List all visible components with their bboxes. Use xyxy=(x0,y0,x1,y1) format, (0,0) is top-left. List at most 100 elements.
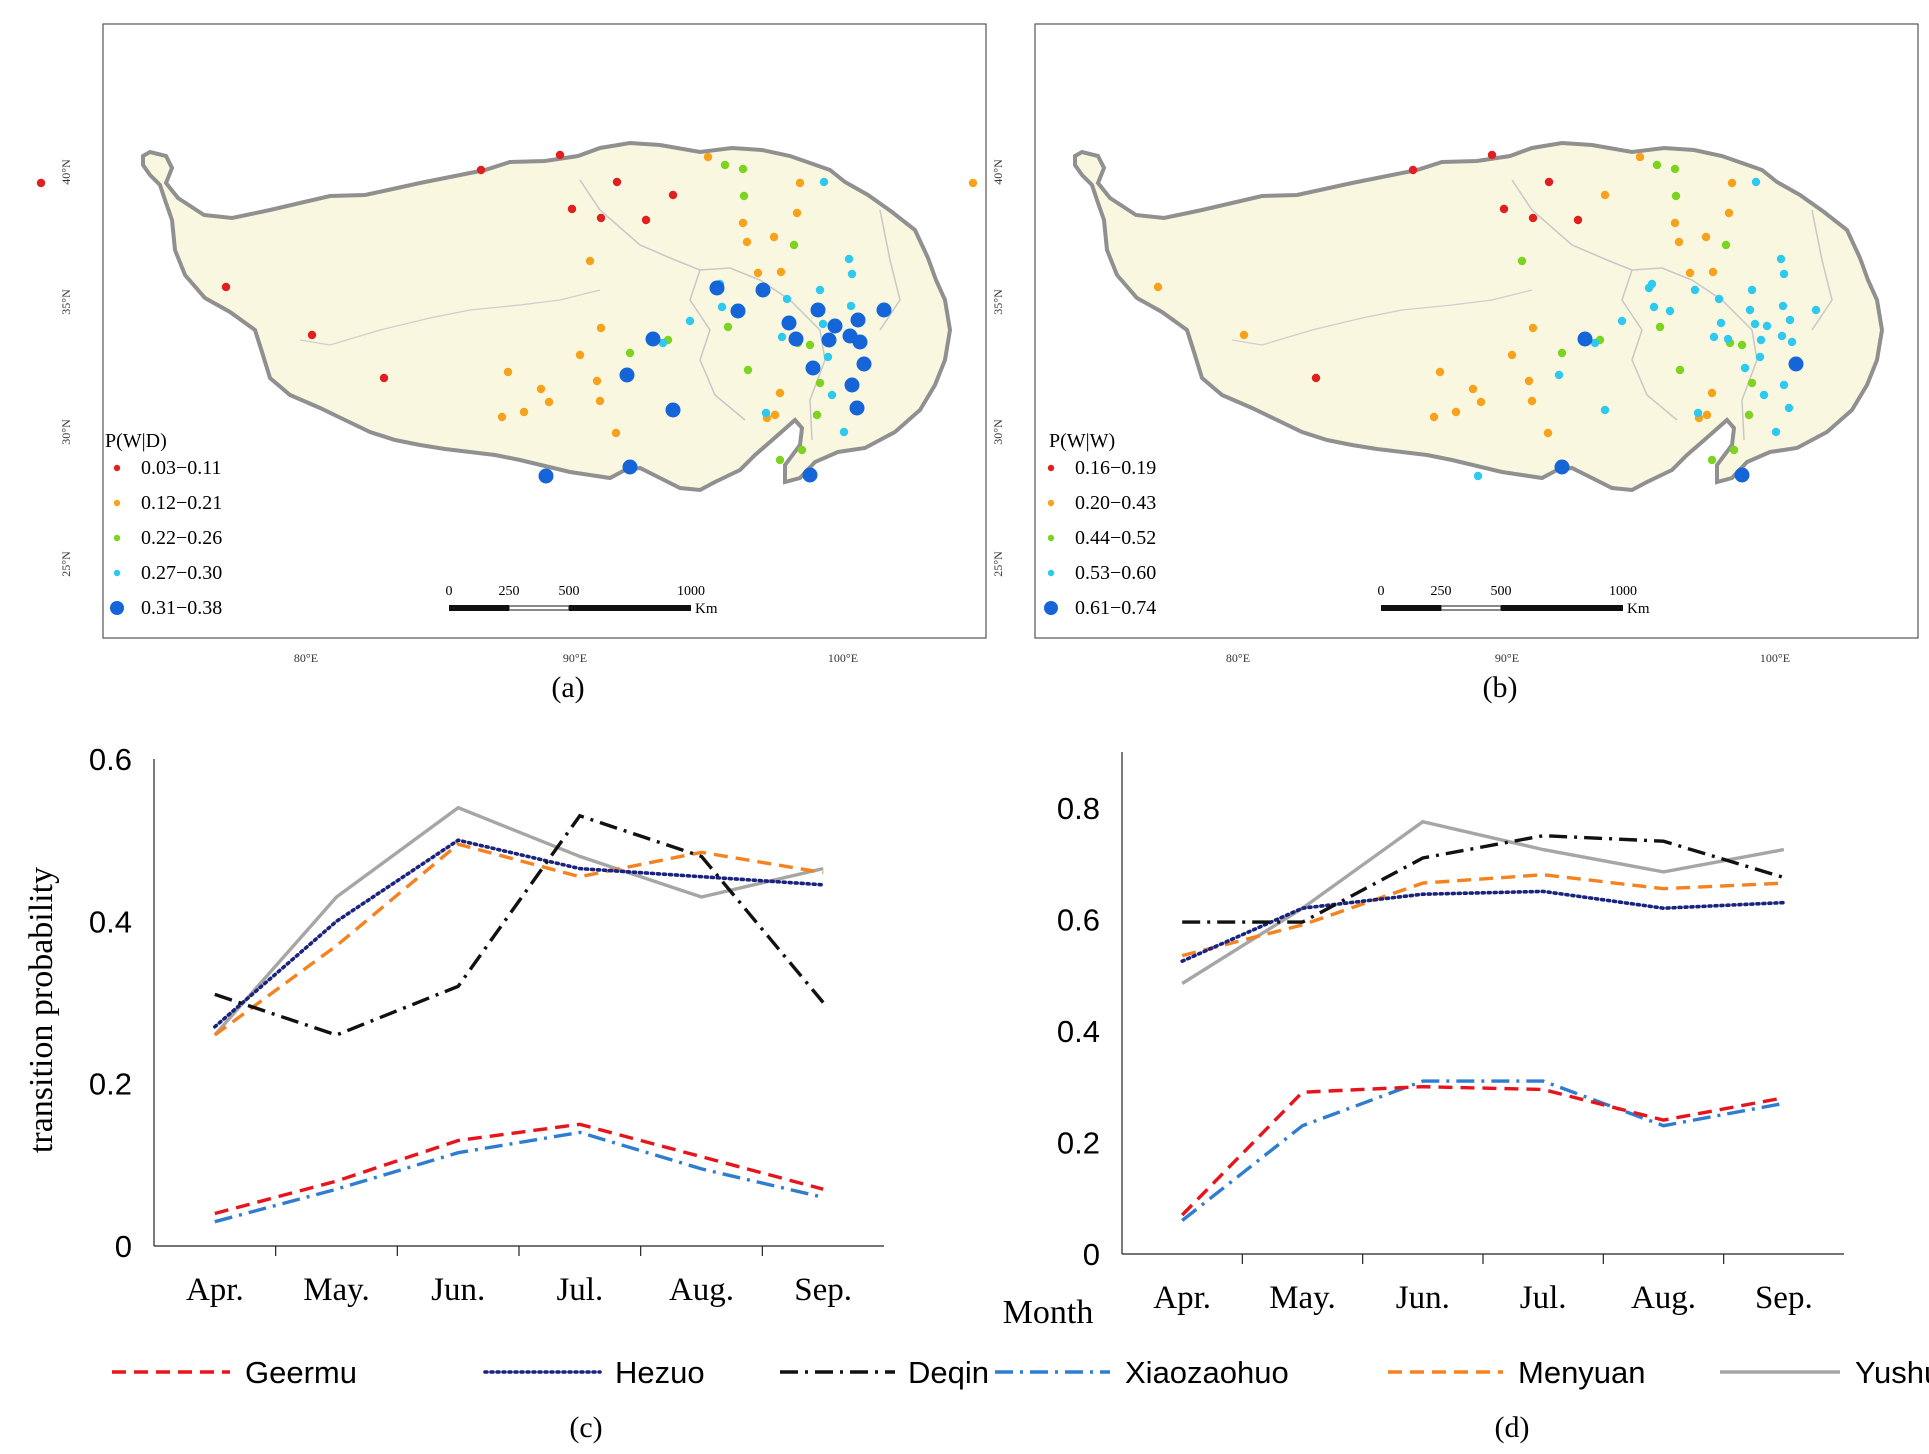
lat-label: 25°N xyxy=(991,551,1005,577)
station-dot xyxy=(1468,384,1478,394)
station-dot xyxy=(805,340,815,350)
station-dot xyxy=(1737,340,1747,350)
station-dot xyxy=(538,468,554,484)
legend-label: 0.20−0.43 xyxy=(1075,492,1156,514)
lat-label: 30°N xyxy=(991,419,1005,445)
legend-label: 0.61−0.74 xyxy=(1075,597,1156,619)
legend-label: Menyuan xyxy=(1518,1355,1646,1390)
legend-label: Hezuo xyxy=(615,1355,705,1390)
station-points xyxy=(968,150,1821,483)
station-dot xyxy=(658,338,668,348)
station-dot xyxy=(850,312,866,328)
station-dot xyxy=(1670,218,1680,228)
station-dot xyxy=(1527,396,1537,406)
station-dot xyxy=(723,322,733,332)
station-dot xyxy=(1714,294,1724,304)
station-dot xyxy=(1507,350,1517,360)
series-line-deqin xyxy=(214,813,825,1037)
station-dot xyxy=(1707,455,1717,465)
station-dot xyxy=(1655,322,1665,332)
station-dot xyxy=(497,412,507,422)
station-dot xyxy=(1573,215,1583,225)
station-dot xyxy=(852,334,868,350)
station-dot xyxy=(1787,337,1797,347)
legend-label: 0.22−0.26 xyxy=(141,527,222,549)
x-tick-label: Sep. xyxy=(794,1272,852,1308)
legend-swatch xyxy=(113,569,121,577)
y-tick-label: 0.4 xyxy=(89,904,132,939)
station-dot xyxy=(844,254,854,264)
legend-label: 0.44−0.52 xyxy=(1075,527,1156,549)
lat-label: 25°N xyxy=(59,551,73,577)
station-dot xyxy=(1776,254,1786,264)
station-dot xyxy=(1747,378,1757,388)
lon-label: 90°E xyxy=(563,651,587,665)
scale-tick: 500 xyxy=(559,584,580,599)
lat-label: 40°N xyxy=(59,159,73,185)
station-dot xyxy=(1707,388,1717,398)
station-dot xyxy=(519,407,529,417)
series-line-deqin xyxy=(1182,833,1785,924)
station-dot xyxy=(596,213,606,223)
station-dot xyxy=(544,397,554,407)
y-tick-label: 0.6 xyxy=(1057,902,1100,937)
station-dot xyxy=(742,237,752,247)
station-dot xyxy=(1785,315,1795,325)
station-dot xyxy=(1675,365,1685,375)
station-dot xyxy=(821,332,837,348)
map-legend: P(W|D) 0.03−0.11 0.12−0.21 0.22−0.26 0.27−0… xyxy=(105,430,222,619)
series-line-geermu xyxy=(1180,1084,1785,1217)
station-dot xyxy=(1771,427,1781,437)
series-line-xiaozaohuo xyxy=(1181,1079,1785,1222)
station-dot xyxy=(846,301,856,311)
station-dot xyxy=(1811,305,1821,315)
scale-unit: Km xyxy=(1627,601,1650,617)
station-dot xyxy=(641,215,651,225)
scale-tick: 250 xyxy=(1431,584,1452,599)
station-dot xyxy=(645,331,661,347)
caption-b: (b) xyxy=(1483,671,1518,704)
station-dot xyxy=(1473,471,1483,481)
station-dot xyxy=(770,410,780,420)
legend-label: Geermu xyxy=(245,1355,357,1390)
x-tick-label: Jul. xyxy=(1520,1280,1567,1316)
scale-tick: 0 xyxy=(446,584,453,599)
station-dot xyxy=(709,280,725,296)
station-dot xyxy=(788,331,804,347)
scale-bar: 0 250 500 1000 Km xyxy=(1378,584,1650,617)
lon-label: 80°E xyxy=(294,651,318,665)
station-dot xyxy=(1543,428,1553,438)
y-tick-label: 0.2 xyxy=(89,1067,132,1102)
station-dot xyxy=(612,177,622,187)
station-dot xyxy=(567,204,577,214)
station-dot xyxy=(805,360,821,376)
legend-swatch xyxy=(113,534,121,542)
station-dot xyxy=(827,318,843,334)
station-dot xyxy=(1652,160,1662,170)
station-dot xyxy=(1740,363,1750,373)
station-dot xyxy=(585,256,595,266)
caption-d: (d) xyxy=(1495,1411,1530,1444)
legend-label: 0.16−0.19 xyxy=(1075,457,1156,479)
y-tick-label: 0.6 xyxy=(89,742,132,777)
station-dot xyxy=(777,332,787,342)
station-dot xyxy=(743,365,753,375)
station-dot xyxy=(1429,412,1439,422)
station-dot xyxy=(1617,316,1627,326)
station-dot xyxy=(717,302,727,312)
series-line-xiaozaohuo xyxy=(214,1130,824,1224)
legend-title: P(W|D) xyxy=(105,430,167,452)
legend-label: 0.03−0.11 xyxy=(141,457,222,479)
station-dot xyxy=(476,165,486,175)
station-dot xyxy=(1670,164,1680,174)
station-dot xyxy=(1747,285,1757,295)
series-line-hezuo xyxy=(213,838,825,1029)
station-dot xyxy=(619,367,635,383)
station-dot xyxy=(839,427,849,437)
y-tick-label: 0 xyxy=(115,1229,132,1264)
x-tick-label: Jun. xyxy=(431,1272,485,1308)
x-tick-label: May. xyxy=(303,1272,370,1308)
caption-a: (a) xyxy=(551,671,584,704)
station-dot xyxy=(1751,177,1761,187)
station-dot xyxy=(1577,331,1593,347)
